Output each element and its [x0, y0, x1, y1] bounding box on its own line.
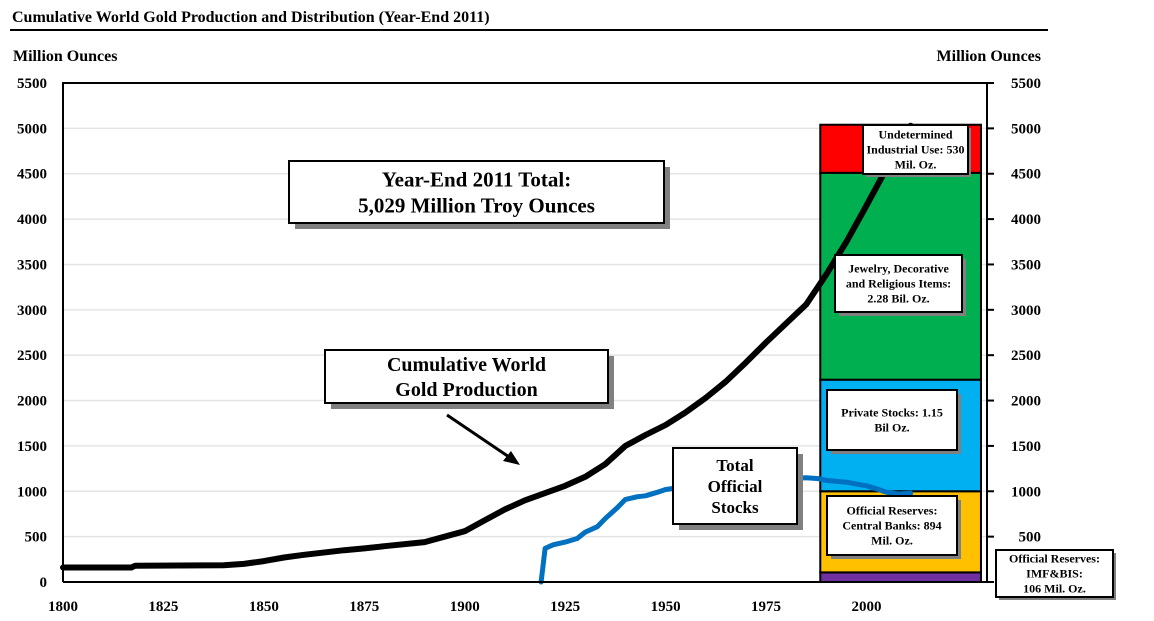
central-banks-label-box-text: Official Reserves: [847, 504, 938, 518]
undetermined-label-box-text: Mil. Oz. [895, 158, 937, 172]
y-tick-label-left: 1500 [17, 439, 47, 455]
central-banks-label-box [826, 495, 958, 556]
jewelry-label-box-text: Jewelry, Decorative [848, 262, 949, 276]
y-tick-label-right: 4000 [1011, 212, 1041, 228]
total-annotation-box-text: Year-End 2011 Total: [382, 167, 571, 191]
arrow-head [503, 451, 520, 465]
production-annotation-box [324, 349, 609, 404]
y-tick-label-left: 4000 [17, 212, 47, 228]
central-banks-label-box-text: Mil. Oz. [871, 534, 913, 548]
x-tick-label: 1875 [349, 599, 379, 615]
y-tick-label-left: 2500 [17, 348, 47, 364]
bar-segment-0 [819, 571, 982, 584]
y-tick-label-left: 2000 [17, 394, 47, 410]
official-stocks-annotation-box [672, 447, 798, 525]
chart-title: Cumulative World Gold Production and Dis… [12, 9, 490, 26]
y-tick-label-right: 500 [1019, 530, 1042, 546]
jewelry-label-box [834, 254, 963, 313]
x-tick-label: 1950 [651, 599, 681, 615]
jewelry-label-box-text: and Religious Items: [846, 277, 951, 291]
jewelry-label-box-text: 2.28 Bil. Oz. [867, 292, 929, 306]
y-tick-label-left: 1000 [17, 484, 47, 500]
y-tick-label-right: 1000 [1011, 484, 1041, 500]
imf-bis-label-box-text: IMF&BIS: [1026, 567, 1083, 581]
y-tick-label-left: 3500 [17, 257, 47, 273]
production-annotation-box-text: Gold Production [395, 379, 537, 401]
arrow-line [446, 413, 513, 461]
y-tick-label-right: 4500 [1011, 167, 1041, 183]
y-tick-label-right: 1500 [1011, 439, 1041, 455]
undetermined-label-box-text: Undetermined [879, 128, 953, 142]
y-tick-label-left: 0 [40, 575, 48, 591]
y-tick-label-right: 5000 [1011, 121, 1041, 137]
x-tick-label: 1925 [550, 599, 580, 615]
y-tick-label-right: 3500 [1011, 257, 1041, 273]
y-axis-label-left: Million Ounces [13, 48, 117, 65]
private-stocks-label-box [826, 389, 958, 451]
central-banks-label-box-text: Central Banks: 894 [842, 519, 941, 533]
official-stocks-annotation-box-text: Official [708, 477, 763, 496]
undetermined-label-box-text: Industrial Use: 530 [866, 143, 964, 157]
x-tick-label: 2000 [851, 599, 881, 615]
y-tick-label-right: 3000 [1011, 303, 1041, 319]
y-tick-label-right: 2000 [1011, 394, 1041, 410]
axes: 0 500 500 1000 1000 1500 1500 2000 2000 2500 2500 3… [17, 76, 1041, 615]
y-tick-label-left: 5000 [17, 121, 47, 137]
x-tick-label: 1850 [249, 599, 279, 615]
private-stocks-label-box-text: Bil Oz. [874, 421, 909, 435]
y-axis-label-right: Million Ounces [937, 48, 1041, 65]
production-line [60, 122, 914, 571]
official-stocks-annotation-box-text: Total [716, 456, 753, 475]
y-tick-label-left: 3000 [17, 303, 47, 319]
total-annotation-box-text: 5,029 Million Troy Ounces [358, 193, 595, 217]
y-tick-label-left: 4500 [17, 167, 47, 183]
production-annotation-box-text: Cumulative World [387, 354, 546, 376]
private-stocks-label-box-text: Private Stocks: 1.15 [841, 406, 943, 420]
imf-bis-label-box-text: Official Reserves: [1009, 552, 1100, 566]
x-tick-label: 1800 [48, 599, 78, 615]
imf-bis-label-box [995, 549, 1114, 598]
x-tick-label: 1900 [450, 599, 480, 615]
x-tick-label: 1975 [751, 599, 781, 615]
y-tick-label-right: 5500 [1011, 76, 1041, 92]
annotations: Year-End 2011 Total:5,029 Million Troy O… [288, 124, 1116, 600]
official-stocks-annotation-box-text: Stocks [711, 498, 759, 517]
total-annotation-box [288, 160, 665, 224]
y-tick-label-right: 2500 [1011, 348, 1041, 364]
y-tick-label-left: 5500 [17, 76, 47, 92]
x-tick-label: 1825 [148, 599, 178, 615]
undetermined-label-box [862, 124, 969, 175]
y-tick-label-left: 500 [25, 530, 48, 546]
imf-bis-label-box-text: 106 Mil. Oz. [1023, 582, 1086, 596]
